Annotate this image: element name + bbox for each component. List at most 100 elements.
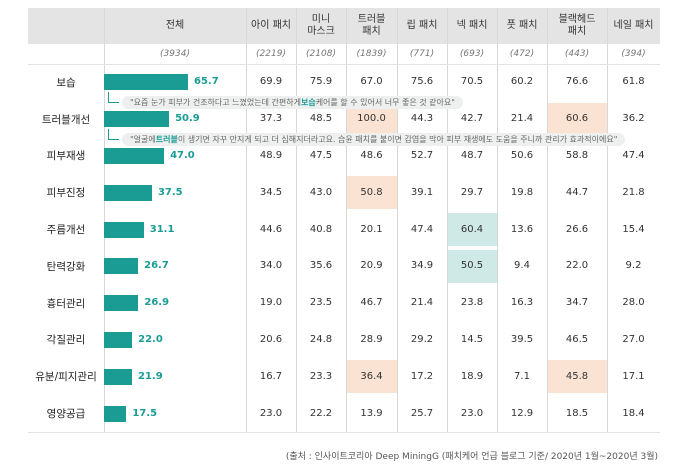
table-cell: 39.1 xyxy=(410,186,434,198)
column-divider xyxy=(547,8,548,432)
column-count: (472) xyxy=(509,49,535,59)
total-bar xyxy=(104,111,170,128)
highlight-cell xyxy=(448,213,497,246)
row-label: 보습 xyxy=(56,76,76,89)
table-cell: 48.7 xyxy=(460,149,484,161)
total-bar xyxy=(104,148,165,164)
table-cell: 42.7 xyxy=(460,113,484,125)
row-label: 영양공급 xyxy=(46,408,86,421)
table-cell: 12.9 xyxy=(510,407,534,419)
column-header: 립 패치 xyxy=(406,20,438,31)
row-label: 트러블개선 xyxy=(41,113,91,126)
table-cell: 17.1 xyxy=(622,370,645,382)
table-cell: 34.9 xyxy=(410,260,434,272)
quote-text: "요즘 눈가 피부가 건조하다고 느꼈었는데 간편하게 xyxy=(130,98,301,107)
column-header: 풋 패치 xyxy=(506,20,538,31)
column-divider xyxy=(104,8,105,432)
table-bottom-divider xyxy=(28,432,660,433)
table-cell: 9.2 xyxy=(625,260,642,272)
table-cell: 35.6 xyxy=(309,260,333,272)
table-cell: 34.0 xyxy=(259,260,283,272)
table-cell: 23.5 xyxy=(309,297,333,309)
column-divider xyxy=(296,8,297,432)
quote-text: "얼굴에 xyxy=(130,135,156,144)
total-bar-value: 31.1 xyxy=(149,223,175,235)
quote-pointer-icon xyxy=(108,92,119,103)
table-cell: 9.4 xyxy=(514,260,530,272)
table-cell: 21.4 xyxy=(510,113,534,125)
table-cell: 58.8 xyxy=(565,149,589,161)
table-cell: 43.0 xyxy=(309,186,333,198)
total-bar xyxy=(104,221,144,238)
header-divider xyxy=(28,64,660,65)
header-background xyxy=(28,8,660,44)
table-cell: 67.0 xyxy=(360,76,383,88)
table-cell: 7.1 xyxy=(514,370,530,382)
column-divider xyxy=(497,8,498,432)
table-cell: 22.0 xyxy=(565,260,589,272)
table-cell: 19.8 xyxy=(510,186,534,198)
highlight-cell xyxy=(548,360,607,394)
total-bar xyxy=(104,295,139,312)
table-cell: 46.5 xyxy=(565,333,589,345)
column-header: 아이 패치 xyxy=(251,20,291,31)
source-note: (출처 : 인사이트코리아 Deep MiningG (패치케어 언급 블로그 … xyxy=(285,452,658,462)
table-cell: 18.5 xyxy=(565,407,589,419)
quote-text: 케어를 할 수 있어서 너무 좋은 것 같아요" xyxy=(315,98,455,107)
table-cell: 21.8 xyxy=(622,186,645,198)
column-count: (2219) xyxy=(256,49,286,59)
table-cell: 23.3 xyxy=(309,370,333,382)
table-cell: 34.5 xyxy=(259,186,283,198)
table-cell: 36.2 xyxy=(622,113,645,125)
table-cell: 22.2 xyxy=(309,407,333,419)
table-cell: 52.7 xyxy=(410,149,434,161)
column-count: (771) xyxy=(409,49,435,59)
table-cell: 70.5 xyxy=(460,76,484,88)
total-bar xyxy=(104,368,132,385)
column-count: (394) xyxy=(621,49,646,59)
total-bar-value: 26.7 xyxy=(144,260,169,272)
column-divider xyxy=(346,8,347,432)
table-cell: 20.6 xyxy=(259,333,283,345)
column-count: (1839) xyxy=(356,49,387,59)
row-label: 주름개선 xyxy=(46,224,86,237)
table-cell: 26.6 xyxy=(565,223,589,235)
column-header: 트러블 패치 xyxy=(357,14,386,37)
total-bar xyxy=(104,74,188,91)
total-bar-value: 17.5 xyxy=(132,407,158,419)
table-cell: 27.0 xyxy=(622,333,645,345)
table-cell: 48.6 xyxy=(360,149,383,161)
table-cell: 50.8 xyxy=(360,186,383,198)
quote-callout: "요즘 눈가 피부가 건조하다고 느꼈었는데 간편하게 보습 케어를 할 수 있… xyxy=(122,96,463,109)
total-bar xyxy=(104,184,152,201)
column-divider xyxy=(246,8,247,432)
table-cell: 29.2 xyxy=(410,333,434,345)
row-label: 피부재생 xyxy=(46,150,86,163)
table-cell: 13.6 xyxy=(510,223,534,235)
quote-keyword: 보습 xyxy=(300,98,316,107)
total-bar-value: 47.0 xyxy=(170,150,195,161)
table-cell: 23.8 xyxy=(460,297,484,309)
table-cell: 28.0 xyxy=(622,297,645,309)
table-cell: 21.4 xyxy=(410,297,434,309)
row-label: 탄력강화 xyxy=(46,260,86,273)
row-label: 흉터관리 xyxy=(46,297,86,310)
total-bar-value: 22.0 xyxy=(138,334,163,345)
table-cell: 17.2 xyxy=(410,370,434,382)
table-cell: 47.5 xyxy=(309,149,333,161)
table-cell: 20.1 xyxy=(360,223,383,235)
table-cell: 45.8 xyxy=(565,370,589,382)
column-count: (693) xyxy=(459,49,485,59)
table-cell: 23.0 xyxy=(259,407,283,419)
table-cell: 48.9 xyxy=(259,149,283,161)
quote-text: 이 생기면 자꾸 만지게 되고 더 심해지더라고요. 습윤 패치를 붙이면 감염… xyxy=(177,135,618,144)
table-cell: 28.9 xyxy=(360,333,383,345)
column-count: (3934) xyxy=(160,49,190,59)
column-header: 전체 xyxy=(165,20,185,31)
total-bar-value: 26.9 xyxy=(144,297,170,309)
table-cell: 25.7 xyxy=(410,407,434,419)
table-cell: 44.3 xyxy=(410,113,434,125)
table-cell: 19.0 xyxy=(259,297,283,309)
table-cell: 76.6 xyxy=(565,76,589,88)
table-cell: 50.5 xyxy=(460,260,484,272)
